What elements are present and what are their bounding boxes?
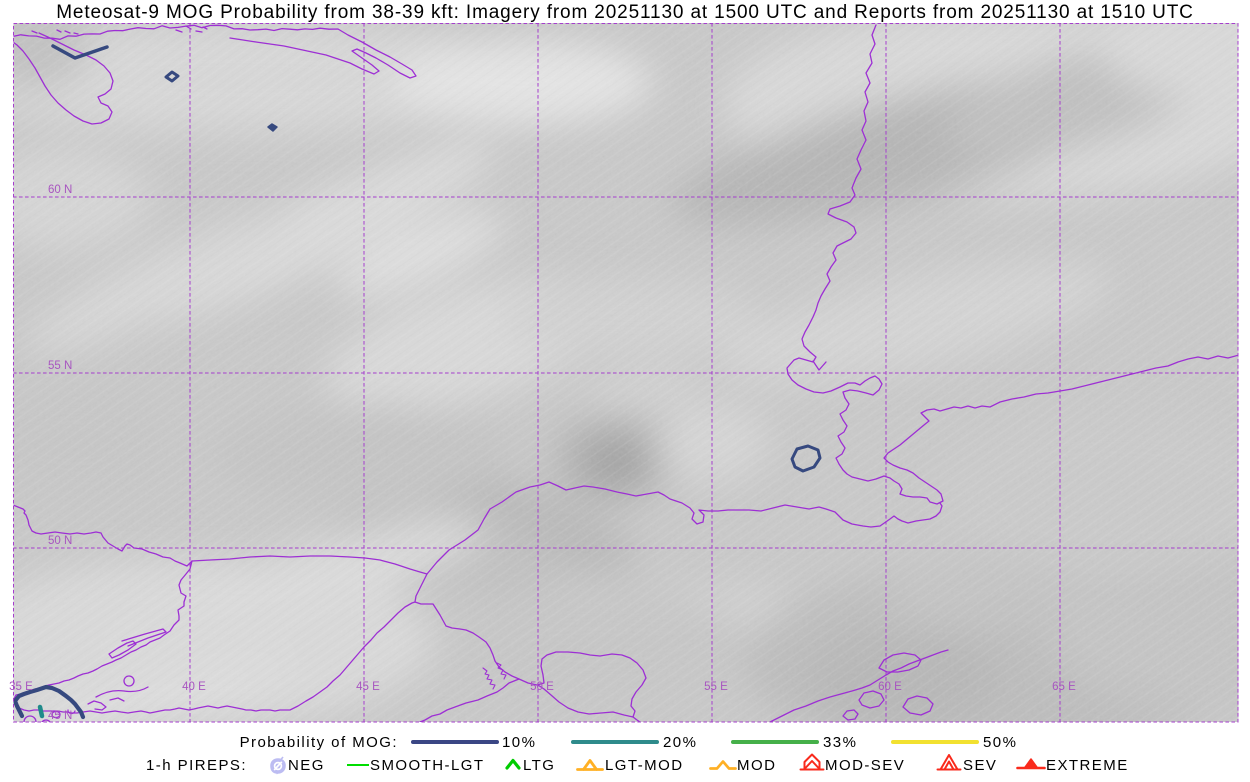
svg-text:55 N: 55 N	[48, 360, 72, 372]
svg-text:45 E: 45 E	[356, 681, 380, 693]
svg-text:40 E: 40 E	[182, 681, 206, 693]
svg-text:65 E: 65 E	[1052, 681, 1076, 693]
svg-text:50 E: 50 E	[530, 681, 554, 693]
svg-text:60 N: 60 N	[48, 184, 72, 196]
svg-text:35 E: 35 E	[9, 681, 33, 693]
svg-text:50 N: 50 N	[48, 535, 72, 547]
svg-text:60 E: 60 E	[878, 681, 902, 693]
svg-text:45 N: 45 N	[48, 710, 72, 722]
svg-text:55 E: 55 E	[704, 681, 728, 693]
